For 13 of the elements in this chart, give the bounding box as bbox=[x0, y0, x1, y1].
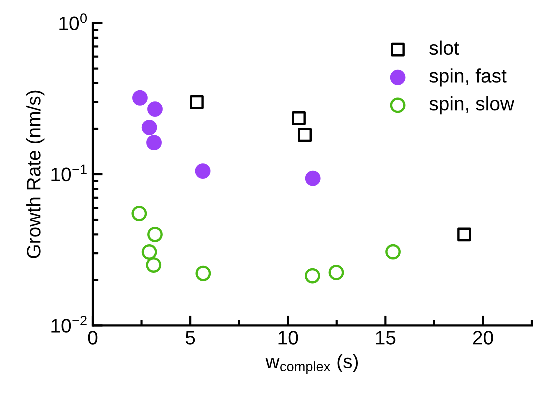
legend-label: slot bbox=[430, 40, 460, 56]
legend-label: spin, fast bbox=[430, 68, 507, 87]
y-axis-title: Growth Rate (nm/s) bbox=[26, 90, 45, 258]
x-tick-label: 5 bbox=[186, 331, 196, 345]
legend-label: spin, slow bbox=[430, 96, 515, 115]
x-tick-label: 20 bbox=[473, 331, 494, 345]
x-tick-label: 0 bbox=[88, 331, 98, 345]
y-tick-label: 10$^{0}$ bbox=[60, 14, 88, 31]
x-tick-label: 15 bbox=[376, 331, 396, 345]
y-tick-label: 10$^{−2}$ bbox=[52, 316, 87, 333]
x-tick-label: 10 bbox=[278, 331, 298, 345]
x-axis-title: w$_{complex}$ (s) bbox=[266, 354, 358, 374]
y-tick-label: 10$^{−1}$ bbox=[52, 164, 87, 182]
